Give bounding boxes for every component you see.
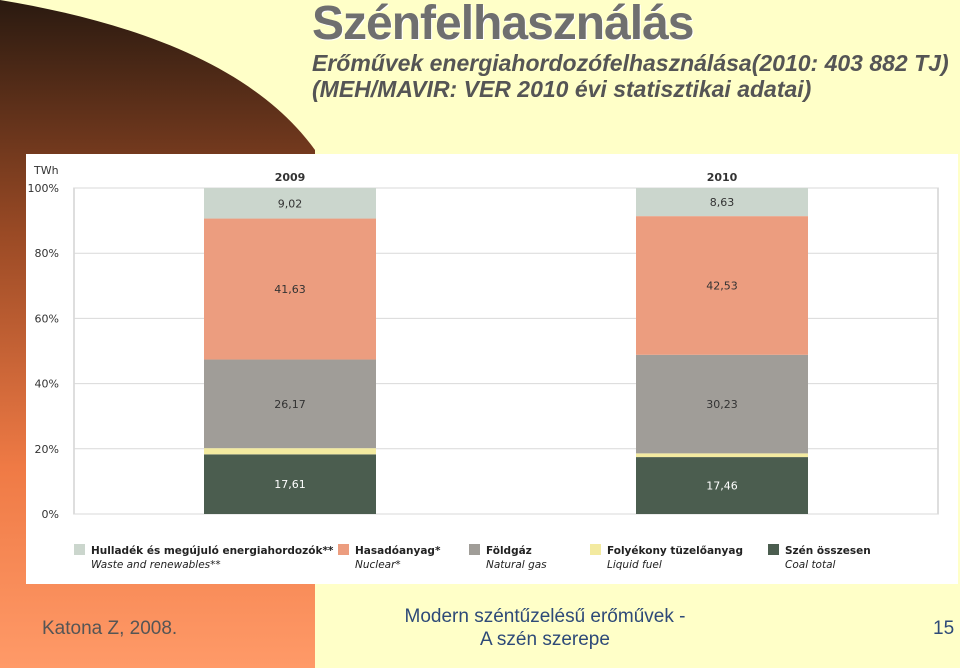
data-label: 8,63	[710, 196, 735, 209]
data-label: 42,53	[706, 279, 738, 292]
y-tick-label: 100%	[28, 182, 59, 195]
slide-title: Szénfelhasználás	[312, 0, 694, 50]
plot-area	[73, 187, 939, 515]
data-label: 17,61	[274, 478, 306, 491]
legend-swatch	[469, 544, 480, 555]
bar-segment	[204, 188, 376, 219]
legend-swatch	[74, 544, 85, 555]
footer-center-line2: A szén szerepe	[480, 629, 610, 650]
legend-swatch	[338, 544, 349, 555]
y-tick-label: 20%	[35, 443, 59, 456]
bar-segment	[204, 454, 376, 514]
data-label: 26,17	[274, 398, 306, 411]
legend-label: Hulladék és megújuló energiahordozók**	[91, 545, 334, 557]
bar-segment	[636, 188, 808, 217]
bar-segment	[636, 453, 808, 458]
data-label: 9,02	[278, 197, 303, 210]
bar-segment	[204, 218, 376, 360]
chart-panel: 0%20%40%60%80%100%TWh200917,611,8326,174…	[26, 154, 958, 584]
legend-label: Folyékony tüzelőanyag	[607, 545, 743, 557]
bar-segment	[204, 359, 376, 449]
bar-segment	[204, 448, 376, 455]
legend-label: Hasadóanyag*	[355, 545, 441, 557]
page-number: 15	[933, 618, 955, 639]
y-tick-label: 40%	[35, 378, 59, 391]
legend-swatch	[768, 544, 779, 555]
legend-label: Szén összesen	[785, 545, 871, 557]
footer-author: Katona Z, 2008.	[42, 618, 178, 639]
legend-label-en: Waste and renewables**	[91, 559, 221, 571]
legend-label-en: Nuclear*	[355, 559, 401, 571]
bar-segment	[636, 457, 808, 514]
slide-subtitle-line2: (MEH/MAVIR: VER 2010 évi statisztikai ad…	[312, 76, 812, 102]
data-label: 17,46	[706, 480, 738, 493]
legend-label: Földgáz	[486, 545, 532, 557]
data-label: 30,23	[706, 398, 738, 411]
legend-label-en: Natural gas	[486, 559, 547, 571]
legend-label-en: Coal total	[785, 559, 836, 571]
y-tick-label: 0%	[42, 508, 59, 521]
data-label: 41,63	[274, 283, 306, 296]
category-label: 2009	[275, 171, 306, 184]
legend-label-en: Liquid fuel	[607, 559, 662, 571]
bar-segment	[636, 354, 808, 454]
category-label: 2010	[707, 171, 738, 184]
y-tick-label: 80%	[35, 247, 59, 260]
legend-swatch	[590, 544, 601, 555]
y-tick-label: 60%	[35, 312, 59, 325]
footer-center-line1: Modern széntűzelésű erőművek -	[404, 606, 686, 627]
slide-subtitle-line1: Erőművek energiahordozófelhasználása(201…	[312, 50, 949, 76]
footer-presentation-title: Modern széntűzelésű erőművek - A szén sz…	[380, 605, 710, 651]
y-unit-label: TWh	[33, 164, 59, 177]
bar-segment	[636, 216, 808, 355]
stacked-bar-chart: 0%20%40%60%80%100%TWh200917,611,8326,174…	[28, 164, 939, 571]
